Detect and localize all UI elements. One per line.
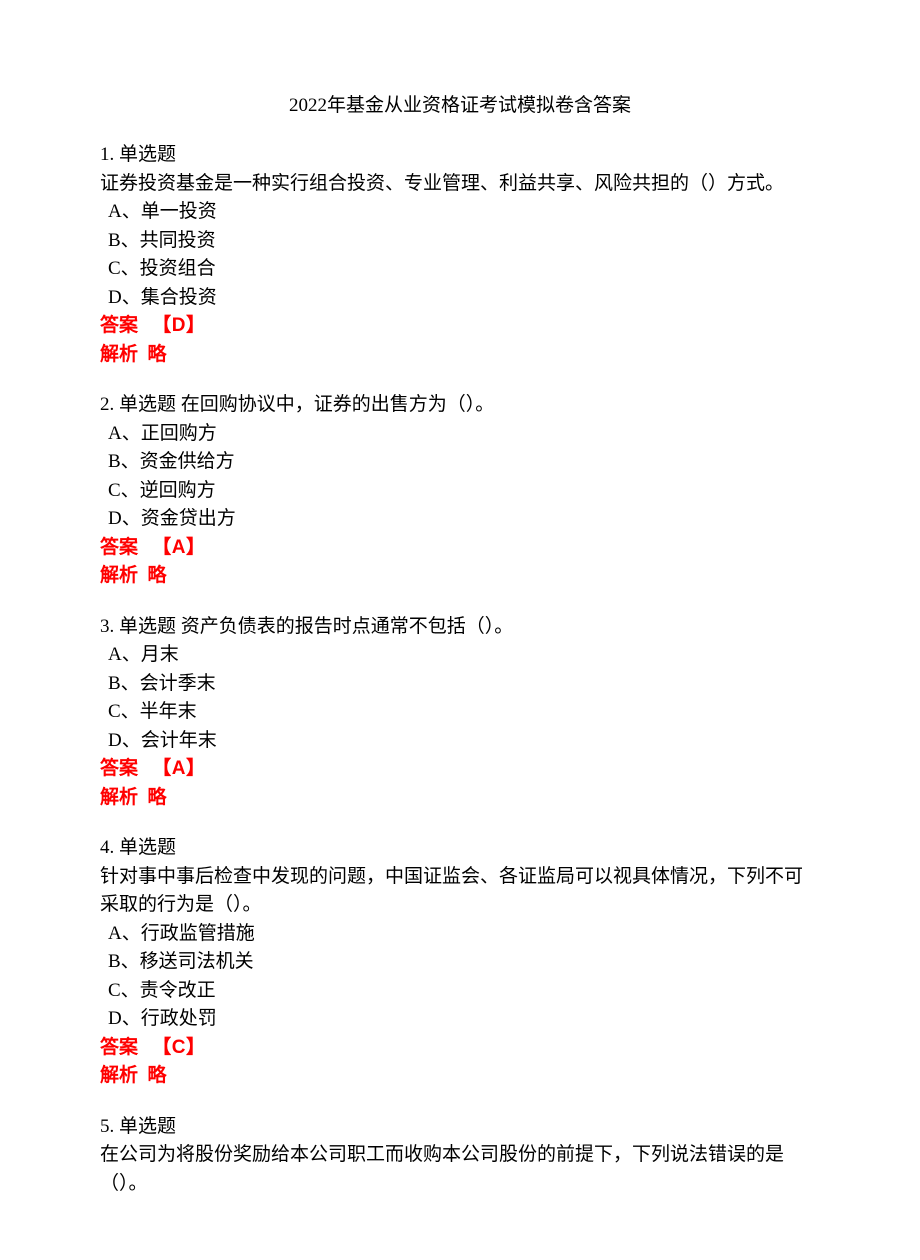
answer-line: 答案 【D】 [100, 312, 820, 341]
question-block: 3. 单选题 资产负债表的报告时点通常不包括（）。A、月末B、会计季末C、半年末… [100, 613, 820, 813]
answer-value: 【D】 [152, 315, 205, 336]
question-text: 在公司为将股份奖励给本公司职工而收购本公司股份的前提下，下列说法错误的是（）。 [100, 1141, 820, 1198]
question-option: C、半年末 [100, 698, 820, 727]
question-header: 3. 单选题 资产负债表的报告时点通常不包括（）。 [100, 613, 820, 642]
answer-label: 答案 [100, 315, 152, 336]
question-option: D、集合投资 [100, 284, 820, 313]
answer-line: 答案 【A】 [100, 755, 820, 784]
question-option: C、投资组合 [100, 255, 820, 284]
question-option: A、单一投资 [100, 198, 820, 227]
question-option: A、正回购方 [100, 420, 820, 449]
question-block: 1. 单选题证券投资基金是一种实行组合投资、专业管理、利益共享、风险共担的（）方… [100, 141, 820, 369]
answer-value: 【A】 [152, 537, 205, 558]
answer-value: 【A】 [152, 758, 205, 779]
explain-line: 解析 略 [100, 562, 820, 591]
question-option: B、共同投资 [100, 227, 820, 256]
question-option: B、移送司法机关 [100, 948, 820, 977]
answer-line: 答案 【A】 [100, 534, 820, 563]
question-option: A、行政监管措施 [100, 920, 820, 949]
document-title: 2022年基金从业资格证考试模拟卷含答案 [100, 90, 820, 117]
question-text: 针对事中事后检查中发现的问题，中国证监会、各证监局可以视具体情况，下列不可采取的… [100, 863, 820, 920]
question-option: D、会计年末 [100, 727, 820, 756]
question-header: 5. 单选题 [100, 1113, 820, 1142]
explain-line: 解析 略 [100, 341, 820, 370]
question-option: C、责令改正 [100, 977, 820, 1006]
answer-line: 答案 【C】 [100, 1034, 820, 1063]
question-option: D、行政处罚 [100, 1005, 820, 1034]
question-option: A、月末 [100, 641, 820, 670]
question-block: 4. 单选题针对事中事后检查中发现的问题，中国证监会、各证监局可以视具体情况，下… [100, 834, 820, 1091]
question-block: 2. 单选题 在回购协议中，证券的出售方为（）。A、正回购方B、资金供给方C、逆… [100, 391, 820, 591]
explain-line: 解析 略 [100, 1062, 820, 1091]
question-block: 5. 单选题在公司为将股份奖励给本公司职工而收购本公司股份的前提下，下列说法错误… [100, 1113, 820, 1199]
question-text: 证券投资基金是一种实行组合投资、专业管理、利益共享、风险共担的（）方式。 [100, 170, 820, 199]
question-header: 1. 单选题 [100, 141, 820, 170]
question-option: B、会计季末 [100, 670, 820, 699]
explain-line: 解析 略 [100, 784, 820, 813]
question-option: D、资金贷出方 [100, 505, 820, 534]
answer-value: 【C】 [152, 1037, 205, 1058]
answer-label: 答案 [100, 758, 152, 779]
question-header: 2. 单选题 在回购协议中，证券的出售方为（）。 [100, 391, 820, 420]
answer-label: 答案 [100, 537, 152, 558]
answer-label: 答案 [100, 1037, 152, 1058]
question-header: 4. 单选题 [100, 834, 820, 863]
question-option: C、逆回购方 [100, 477, 820, 506]
question-option: B、资金供给方 [100, 448, 820, 477]
